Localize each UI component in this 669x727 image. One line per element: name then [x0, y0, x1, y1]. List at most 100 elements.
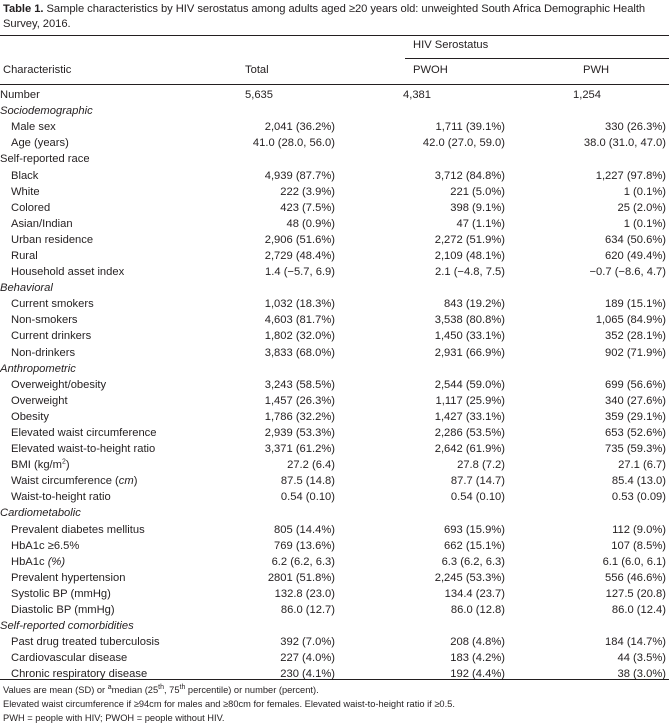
table-row: Black 4,939 (87.7%) 3,712 (84.8%) 1,227 (97…	[0, 167, 669, 183]
total-cell: 1,457 (26.3%)	[264, 394, 335, 407]
row-label: Prevalent hypertension	[11, 571, 126, 584]
pwh-cell: 6.1 (6.0, 6.1)	[602, 555, 666, 568]
table-row: Current drinkers 1,802 (32.0%) 1,450 (33.1…	[0, 328, 669, 344]
section-label: Sociodemographic	[0, 105, 93, 118]
total-cell: 805 (14.4%)	[274, 523, 335, 536]
table-row: Number 5,635 4,381 1,254	[0, 87, 669, 103]
footnote-abbreviations: PWH = people with HIV; PWOH = people wit…	[3, 713, 225, 723]
table-row: Prevalent diabetes mellitus 805 (14.4%) 69…	[0, 522, 669, 538]
table-caption: Table 1. Sample characteristics by HIV s…	[3, 2, 665, 32]
pwoh-cell: 87.7 (14.7)	[450, 475, 505, 488]
spacer-cell	[335, 570, 395, 586]
pwoh-cell: 1,711 (39.1%)	[435, 121, 505, 134]
total-cell: 41.0 (28.0, 56.0)	[252, 137, 335, 150]
pwh-cell: 112 (9.0%)	[612, 523, 666, 536]
table-row: Rural 2,729 (48.4%) 2,109 (48.1%) 620 (49.4…	[0, 248, 669, 264]
table-row: Urban residence 2,906 (51.6%) 2,272 (51.9%…	[0, 232, 669, 248]
spacer-cell	[335, 87, 395, 103]
row-label: Current drinkers	[11, 330, 92, 343]
pwh-cell: 359 (29.1%)	[605, 410, 666, 423]
pwh-cell: 352 (28.1%)	[605, 330, 666, 343]
pwoh-cell: 3,538 (80.8%)	[434, 314, 505, 327]
section-row: Self-reported race	[0, 151, 669, 167]
pwoh-cell: 2,931 (66.9%)	[434, 346, 505, 359]
row-label: Cardiovascular disease	[11, 652, 128, 665]
table-label: Table 1.	[3, 3, 44, 15]
pwh-cell: 85.4 (13.0)	[611, 475, 666, 488]
pwoh-cell: 843 (19.2%)	[444, 298, 505, 311]
pwoh-cell: 4,381	[403, 89, 431, 102]
total-cell: 1.4 (−5.7, 6.9)	[265, 266, 335, 279]
spacer-cell	[335, 184, 395, 200]
total-cell: 0.54 (0.10)	[280, 491, 335, 504]
section-label: Self-reported comorbidities	[0, 620, 134, 633]
pwoh-cell: 662 (15.1%)	[444, 539, 505, 552]
total-cell: 769 (13.6%)	[274, 539, 335, 552]
pwoh-cell: 221 (5.0%)	[450, 185, 505, 198]
spacer-cell	[335, 409, 395, 425]
table-row: Household asset index 1.4 (−5.7, 6.9) 2.1 …	[0, 264, 669, 280]
characteristic-header: Characteristic	[3, 64, 72, 76]
total-cell: 3,833 (68.0%)	[264, 346, 335, 359]
pwh-cell: 735 (59.3%)	[605, 443, 666, 456]
spacer-cell	[335, 650, 395, 666]
data-table: Number 5,635 4,381 1,254 Sociodemographic Mal…	[0, 87, 669, 682]
spacer-cell	[335, 457, 395, 473]
pwh-cell: 653 (52.6%)	[605, 427, 666, 440]
table-row: Prevalent hypertension 2801 (51.8%) 2,245 …	[0, 570, 669, 586]
pwoh-cell: 0.54 (0.10)	[450, 491, 505, 504]
spacer-cell	[335, 441, 395, 457]
section-label: Anthropometric	[0, 362, 76, 375]
spacer-cell	[335, 554, 395, 570]
pwoh-cell: 47 (1.1%)	[456, 217, 505, 230]
hiv-serostatus-rule	[405, 58, 669, 59]
table-row: Waist-to-height ratio 0.54 (0.10) 0.54 (0.…	[0, 489, 669, 505]
hiv-serostatus-header: HIV Serostatus	[413, 39, 489, 51]
bottom-rule	[0, 679, 669, 680]
pwh-cell: 340 (27.6%)	[605, 394, 666, 407]
pwh-cell: 1,227 (97.8%)	[595, 169, 666, 182]
spacer-cell	[335, 602, 395, 618]
pwh-cell: 1,254	[573, 89, 601, 102]
spacer-cell	[335, 167, 395, 183]
table-row: Elevated waist-to-height ratio 3,371 (61.…	[0, 441, 669, 457]
total-cell: 48 (0.9%)	[286, 217, 335, 230]
pwoh-cell: 2,642 (61.9%)	[434, 443, 505, 456]
row-label: HbA1c (%)	[11, 555, 66, 568]
section-label: Behavioral	[0, 282, 53, 295]
total-cell: 86.0 (12.7)	[280, 604, 335, 617]
pwh-cell: 620 (49.4%)	[605, 249, 666, 262]
pwoh-header: PWOH	[413, 64, 448, 76]
total-cell: 2,906 (51.6%)	[264, 233, 335, 246]
total-cell: 222 (3.9%)	[280, 185, 335, 198]
section-row: Sociodemographic	[0, 103, 669, 119]
row-label: Waist circumference (cm)	[11, 475, 138, 488]
pwh-cell: 902 (71.9%)	[605, 346, 666, 359]
spacer-cell	[335, 393, 395, 409]
pwoh-cell: 183 (4.2%)	[450, 652, 505, 665]
spacer-cell	[335, 296, 395, 312]
total-cell: 3,371 (61.2%)	[264, 443, 335, 456]
spacer-cell	[335, 666, 395, 682]
row-label: Current smokers	[11, 298, 94, 311]
spacer-cell	[335, 248, 395, 264]
pwh-cell: 184 (14.7%)	[605, 636, 666, 649]
row-label: Systolic BP (mmHg)	[11, 587, 111, 600]
row-label: Number	[0, 89, 40, 102]
row-label: Prevalent diabetes mellitus	[11, 523, 145, 536]
spacer-cell	[335, 345, 395, 361]
pwh-cell: 27.1 (6.7)	[618, 459, 666, 472]
total-cell: 4,939 (87.7%)	[264, 169, 335, 182]
pwh-header: PWH	[583, 64, 610, 76]
total-cell: 6.2 (6.2, 6.3)	[271, 555, 335, 568]
table-body: Number 5,635 4,381 1,254 Sociodemographic Mal…	[0, 87, 669, 682]
section-row: Self-reported comorbidities	[0, 618, 669, 634]
table-row: Past drug treated tuberculosis 392 (7.0%)…	[0, 634, 669, 650]
row-label: Chronic respiratory disease	[11, 668, 148, 681]
table-row: HbA1c ≥6.5% 769 (13.6%) 662 (15.1%) 107 (8.…	[0, 538, 669, 554]
total-cell: 2,729 (48.4%)	[264, 249, 335, 262]
section-label: Cardiometabolic	[0, 507, 81, 520]
row-label: Waist-to-height ratio	[11, 491, 111, 504]
total-cell: 3,243 (58.5%)	[264, 378, 335, 391]
